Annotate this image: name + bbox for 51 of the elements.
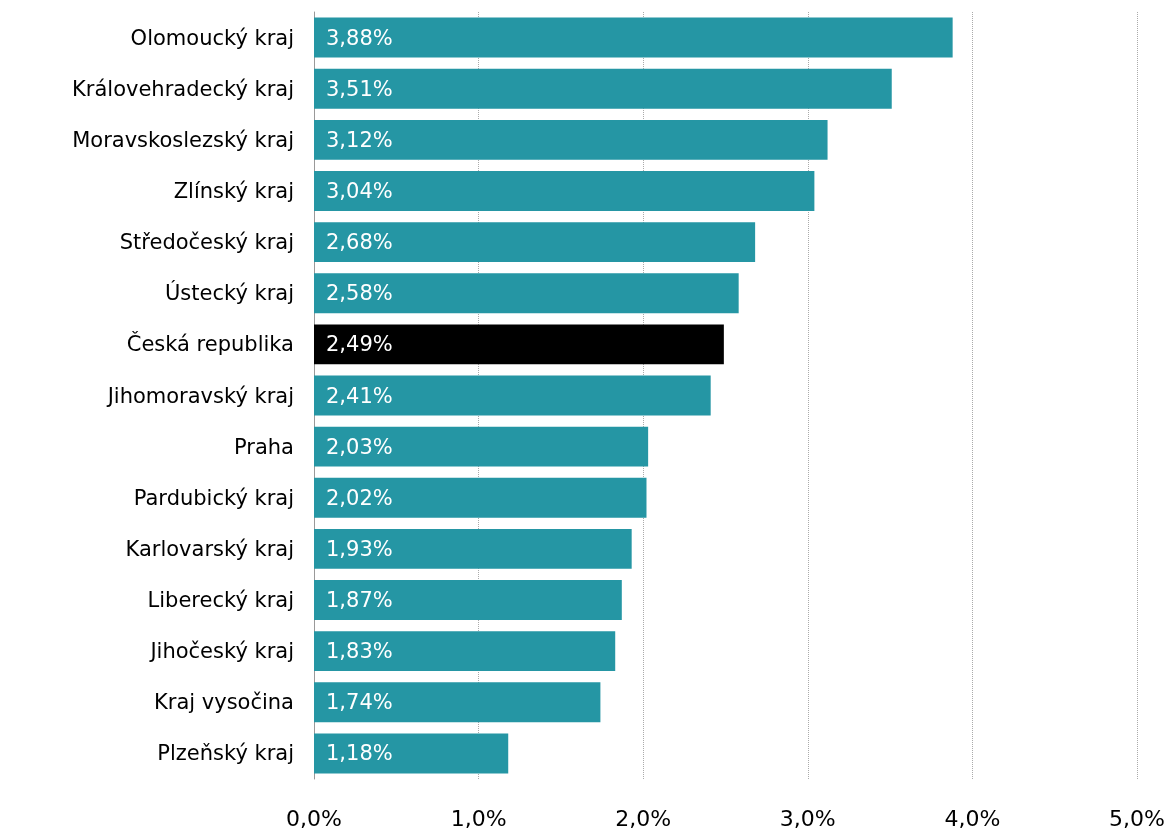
bar	[314, 273, 739, 314]
bar	[314, 426, 649, 467]
data-label: 2,49%	[326, 332, 393, 357]
bar	[314, 682, 601, 723]
y-tick-label: Jihočeský kraj	[148, 639, 294, 664]
data-label: 2,68%	[326, 230, 393, 255]
data-label: 1,18%	[326, 741, 393, 766]
y-tick-label: Zlínský kraj	[173, 178, 294, 203]
data-label: 1,74%	[326, 690, 393, 715]
y-tick-label: Praha	[234, 434, 294, 459]
y-tick-label: Jihomoravský kraj	[105, 383, 294, 408]
bar	[314, 631, 616, 672]
data-label: 1,87%	[326, 588, 393, 613]
data-label: 3,12%	[326, 127, 393, 152]
data-label: 3,51%	[326, 76, 393, 101]
data-label: 2,03%	[326, 434, 393, 459]
data-label: 2,41%	[326, 383, 393, 408]
y-tick-label: Pardubický kraj	[133, 485, 294, 510]
y-tick-label: Plzeňský kraj	[157, 741, 294, 766]
data-label: 1,93%	[326, 536, 393, 561]
data-label: 2,58%	[326, 281, 393, 306]
y-tick-label: Středočeský kraj	[119, 230, 294, 255]
bar	[314, 222, 756, 263]
data-label: 1,83%	[326, 639, 393, 664]
bar	[314, 68, 892, 109]
bar	[314, 528, 632, 569]
x-tick-label: 4,0%	[944, 805, 1001, 831]
bar	[314, 375, 711, 416]
y-tick-label: Liberecký kraj	[147, 588, 294, 613]
bar	[314, 171, 815, 211]
bar	[314, 733, 509, 774]
y-tick-label: Moravskoslezský kraj	[72, 127, 294, 152]
x-tick-label: 0,0%	[286, 805, 342, 831]
bar	[314, 324, 724, 365]
y-tick-label: Kraj vysočina	[154, 690, 294, 715]
bar	[314, 17, 953, 58]
y-tick-label: Olomoucký kraj	[130, 25, 294, 50]
data-label: 3,04%	[326, 178, 393, 203]
bar	[314, 477, 647, 518]
x-tick-label: 1,0%	[450, 805, 507, 831]
x-tick-label: 2,0%	[615, 805, 672, 831]
y-tick-label: Ústecký kraj	[164, 280, 294, 306]
x-tick-label: 5,0%	[1109, 805, 1165, 831]
y-tick-label: Česká republika	[126, 331, 294, 357]
y-tick-label: Karlovarský kraj	[125, 536, 294, 561]
data-label: 2,02%	[326, 485, 393, 510]
data-label: 3,88%	[326, 25, 393, 50]
bar	[314, 580, 622, 620]
y-tick-label: Královehradecký kraj	[72, 76, 294, 101]
bar	[314, 119, 828, 160]
x-tick-label: 3,0%	[779, 805, 836, 831]
